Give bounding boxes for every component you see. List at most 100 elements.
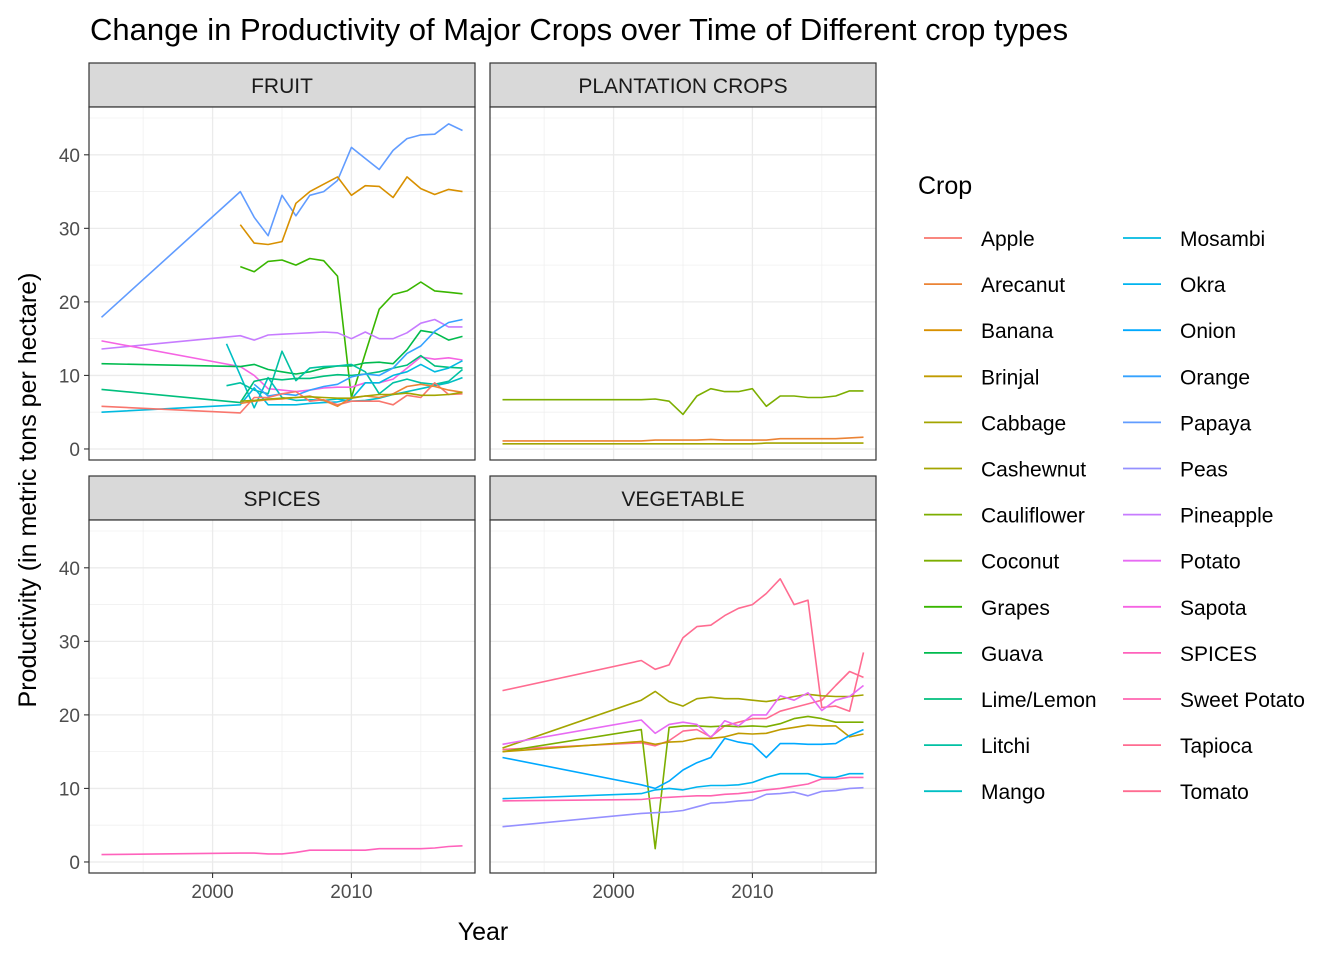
legend-label: Guava [981,643,1043,666]
legend-item-coconut: Coconut [924,551,1059,574]
legend-label: Banana [981,320,1054,343]
legend-item-sapota: Sapota [1123,597,1247,620]
legend-item-mosambi: Mosambi [1123,228,1265,251]
y-tick-label: 0 [69,440,80,461]
y-tick-label: 0 [69,853,80,874]
y-tick-label: 40 [59,559,80,580]
panel-border [88,106,476,461]
legend-label: Sweet Potato [1180,689,1305,712]
y-tick-label: 20 [59,293,80,314]
legend-label: Papaya [1180,412,1252,435]
series-line-cauliflower [502,715,864,850]
legend-label: Okra [1180,274,1226,297]
y-tick-label: 20 [59,706,80,727]
legend-item-tapioca: Tapioca [1123,735,1253,758]
legend-item-papaya: Papaya [1123,412,1252,435]
panel-vegetable: VEGETABLE 2000 2010 [489,475,877,903]
legend-label: Mango [981,781,1045,804]
y-tick-label: 10 [59,779,80,800]
facet-strip-label: PLANTATION CROPS [578,75,787,98]
facet-strip [489,475,877,521]
legend-item-onion: Onion [1123,320,1236,343]
legend-label: Mosambi [1180,228,1265,251]
legend-title: Crop [918,172,972,200]
legend-label: Grapes [981,597,1050,620]
panel-border [489,519,877,874]
x-tick-label: 2010 [330,882,372,903]
legend-item-apple: Apple [924,228,1035,251]
legend-item-lime-lemon: Lime/Lemon [924,689,1097,712]
legend-label: Lime/Lemon [981,689,1097,712]
y-tick-label: 40 [59,146,80,167]
series-line-lime-lemon [101,354,463,404]
series-line-spices [101,845,463,856]
series-line-orange [253,318,463,397]
legend-label: Brinjal [981,366,1039,389]
x-tick-label: 2010 [731,882,773,903]
legend-label: SPICES [1180,643,1257,666]
legend-item-cauliflower: Cauliflower [924,505,1085,528]
series-line-sweet-potato [502,776,864,802]
panel-plantation-crops: PLANTATION CROPS [489,62,877,461]
y-tick-label: 10 [59,366,80,387]
legend-label: Cauliflower [981,505,1085,528]
series-line-peas [502,786,864,828]
legend-label: Orange [1180,366,1250,389]
legend-item-orange: Orange [1123,366,1250,389]
legend-label: Cabbage [981,412,1066,435]
series-line-brinjal [502,724,864,753]
facet-strip-label: VEGETABLE [621,488,744,511]
facet-panels: FRUIT 0 10 20 30 40 PLANTATION CROPS SPICES 0 10 2… [59,62,877,903]
legend-item-brinjal: Brinjal [924,366,1039,389]
legend-item-litchi: Litchi [924,735,1030,758]
series-line-cashewnut [240,391,463,402]
legend-item-spices: SPICES [1123,643,1257,666]
panel-border [88,519,476,874]
y-tick-label: 30 [59,632,80,653]
facet-strip-label: SPICES [243,488,320,511]
facet-strip [88,62,476,108]
series-line-cashewnut [502,442,864,445]
x-axis-title: Year [458,918,509,946]
legend-label: Sapota [1180,597,1247,620]
series-line-mosambi [101,359,463,413]
legend: Crop Apple Arecanut Banana Brinjal Cabbage Ca… [918,172,1305,804]
y-axis-title: Productivity (in metric tons per hectare… [14,273,42,708]
x-tick-label: 2000 [592,882,634,903]
legend-item-tomato: Tomato [1123,781,1249,804]
series-line-potato [502,684,864,746]
series-line-papaya [100,123,463,318]
series-line-arecanut [502,436,864,442]
legend-label: Tapioca [1180,735,1253,758]
series-line-banana [239,176,463,246]
legend-label: Potato [1180,551,1241,574]
legend-item-banana: Banana [924,320,1054,343]
legend-item-peas: Peas [1123,459,1228,482]
legend-item-okra: Okra [1123,274,1226,297]
panel-spices: SPICES 0 10 20 30 40 2000 2010 [59,475,476,903]
legend-label: Apple [981,228,1035,251]
legend-item-mango: Mango [924,781,1045,804]
chart-title: Change in Productivity of Major Crops ov… [90,12,1068,47]
facet-strip-label: FRUIT [251,75,313,98]
panel-border [489,106,877,461]
series-line-onion [502,728,864,790]
legend-label: Onion [1180,320,1236,343]
legend-label: Arecanut [981,274,1065,297]
legend-label: Pineapple [1180,505,1273,528]
y-tick-label: 30 [59,219,80,240]
series-line-coconut [502,387,864,416]
legend-item-potato: Potato [1123,551,1241,574]
legend-label: Coconut [981,551,1059,574]
panel-fruit: FRUIT 0 10 20 30 40 [59,62,476,461]
series-line-pineapple [101,318,463,350]
legend-item-cashewnut: Cashewnut [924,459,1086,482]
legend-label: Litchi [981,735,1030,758]
legend-label: Tomato [1180,781,1249,804]
series-line-okra [502,772,864,800]
legend-item-cabbage: Cabbage [924,412,1066,435]
legend-item-arecanut: Arecanut [924,274,1065,297]
series-line-cabbage [502,690,864,749]
legend-item-sweet-potato: Sweet Potato [1123,689,1305,712]
